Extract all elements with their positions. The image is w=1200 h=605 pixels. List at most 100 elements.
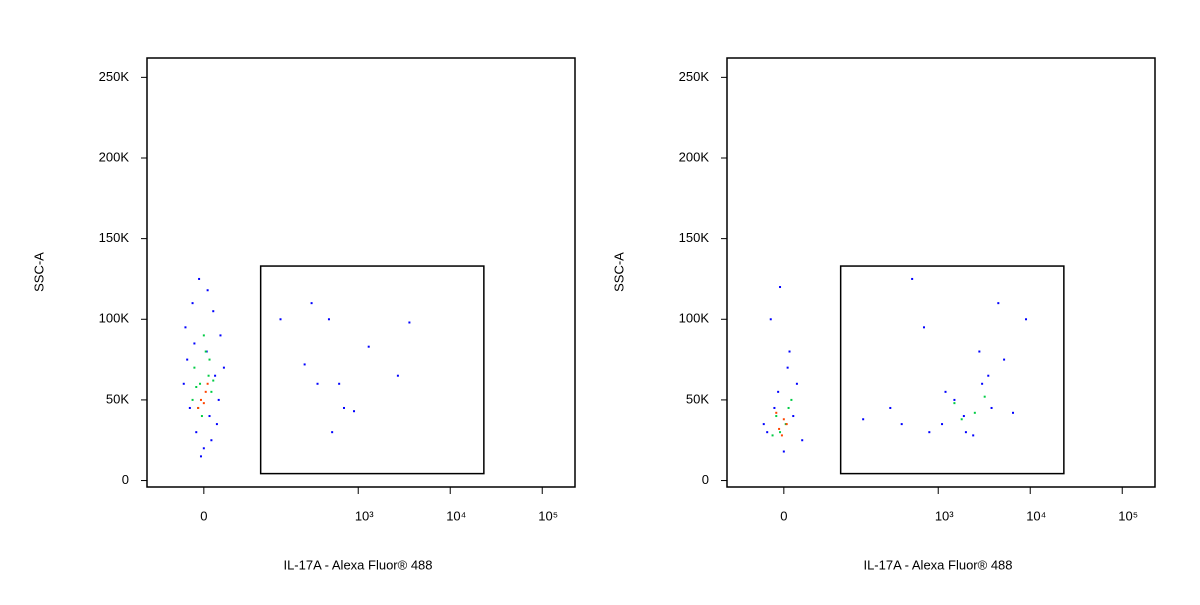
event-dot bbox=[210, 390, 213, 393]
x-tick-label: 10³ bbox=[935, 508, 954, 523]
event-dot bbox=[184, 326, 187, 329]
event-dot bbox=[342, 406, 345, 409]
event-dot bbox=[202, 334, 205, 337]
event-dot bbox=[990, 406, 993, 409]
event-dot bbox=[215, 423, 218, 426]
event-dot bbox=[964, 431, 967, 434]
event-dot bbox=[316, 382, 319, 385]
event-dot bbox=[331, 431, 334, 434]
y-tick-label: 150K bbox=[99, 230, 130, 245]
y-tick-label: 250K bbox=[99, 69, 130, 84]
event-dot bbox=[962, 415, 965, 418]
event-dot bbox=[367, 345, 370, 348]
x-axis-label: IL-17A - Alexa Fluor® 488 bbox=[863, 557, 1012, 572]
event-dot bbox=[222, 366, 225, 369]
event-dot bbox=[212, 379, 215, 382]
event-dot bbox=[922, 326, 925, 329]
event-dot bbox=[193, 366, 196, 369]
event-dot bbox=[408, 321, 411, 324]
y-tick-label: 100K bbox=[99, 311, 130, 326]
event-dot bbox=[987, 374, 990, 377]
event-dot bbox=[191, 398, 194, 401]
event-dot bbox=[782, 418, 785, 421]
event-dot bbox=[206, 289, 209, 292]
y-tick-label: 250K bbox=[679, 69, 710, 84]
event-dot bbox=[202, 447, 205, 450]
x-axis-label: IL-17A - Alexa Fluor® 488 bbox=[283, 557, 432, 572]
event-dot bbox=[981, 382, 984, 385]
event-dot bbox=[208, 358, 211, 361]
event-dot bbox=[960, 418, 963, 421]
event-dot bbox=[199, 455, 202, 458]
event-dot bbox=[790, 398, 793, 401]
event-dot bbox=[191, 302, 194, 305]
event-dot bbox=[928, 431, 931, 434]
x-tick-label: 10⁴ bbox=[1026, 508, 1046, 523]
event-dot bbox=[210, 439, 213, 442]
event-dot bbox=[327, 318, 330, 321]
event-dot bbox=[889, 406, 892, 409]
event-dot bbox=[972, 434, 975, 437]
y-tick-label: 50K bbox=[106, 391, 129, 406]
gate bbox=[839, 265, 1065, 475]
event-dot bbox=[997, 302, 1000, 305]
plot-frame bbox=[726, 57, 1156, 488]
event-dot bbox=[200, 415, 203, 418]
gate bbox=[259, 265, 485, 475]
event-dot bbox=[186, 358, 189, 361]
y-tick-label: 0 bbox=[122, 472, 129, 487]
event-dot bbox=[193, 342, 196, 345]
y-tick-label: 0 bbox=[702, 472, 709, 487]
event-dot bbox=[983, 395, 986, 398]
x-tick-label: 10⁴ bbox=[446, 508, 466, 523]
plot-frame bbox=[146, 57, 576, 488]
event-dot bbox=[199, 398, 202, 401]
x-tick-label: 0 bbox=[200, 508, 207, 523]
event-dot bbox=[208, 415, 211, 418]
event-dot bbox=[792, 415, 795, 418]
event-dot bbox=[195, 431, 198, 434]
event-dot bbox=[207, 374, 210, 377]
event-dot bbox=[773, 406, 776, 409]
event-dot bbox=[786, 366, 789, 369]
event-dot bbox=[778, 427, 781, 430]
event-dot bbox=[780, 434, 783, 437]
event-dot bbox=[801, 439, 804, 442]
event-dot bbox=[212, 310, 215, 313]
event-dot bbox=[198, 277, 201, 280]
x-tick-label: 10⁵ bbox=[538, 508, 558, 523]
event-dot bbox=[204, 350, 207, 353]
event-dot bbox=[762, 423, 765, 426]
event-dot bbox=[771, 434, 774, 437]
event-dot bbox=[396, 374, 399, 377]
y-axis-label: SSC-A bbox=[611, 252, 626, 292]
event-dot bbox=[338, 382, 341, 385]
event-dot bbox=[785, 423, 788, 426]
event-dot bbox=[195, 386, 198, 389]
event-dot bbox=[777, 390, 780, 393]
x-tick-label: 0 bbox=[780, 508, 787, 523]
y-tick-label: 200K bbox=[99, 149, 130, 164]
event-dot bbox=[953, 402, 956, 405]
event-dot bbox=[303, 363, 306, 366]
event-dot bbox=[775, 415, 778, 418]
y-tick-label: 50K bbox=[686, 391, 709, 406]
event-dot bbox=[862, 418, 865, 421]
event-dot bbox=[911, 277, 914, 280]
event-dot bbox=[769, 318, 772, 321]
event-dot bbox=[795, 382, 798, 385]
event-dot bbox=[206, 382, 209, 385]
event-dot bbox=[182, 382, 185, 385]
event-dot bbox=[788, 350, 791, 353]
event-dot bbox=[204, 390, 207, 393]
y-tick-label: 150K bbox=[679, 230, 710, 245]
event-dot bbox=[779, 431, 782, 434]
y-axis-label: SSC-A bbox=[31, 252, 46, 292]
event-dot bbox=[199, 382, 202, 385]
y-tick-label: 200K bbox=[679, 149, 710, 164]
event-dot bbox=[973, 411, 976, 414]
event-dot bbox=[775, 411, 778, 414]
event-dot bbox=[766, 431, 769, 434]
event-dot bbox=[941, 423, 944, 426]
